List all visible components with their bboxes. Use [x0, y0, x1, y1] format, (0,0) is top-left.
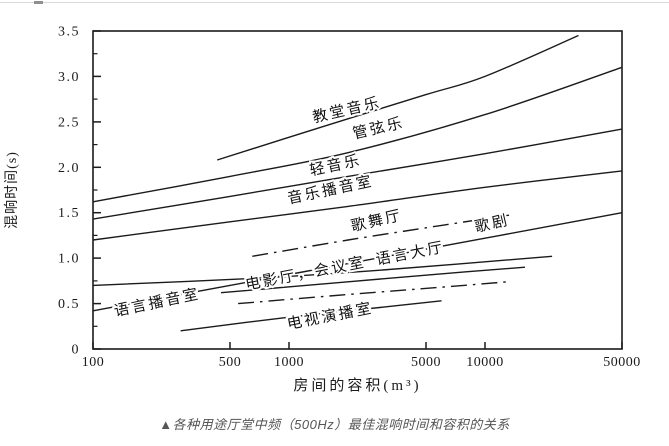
y-tick-label: 2.5 — [58, 115, 80, 130]
figure-caption: ▲各种用途厅堂中频（500Hz）最佳混响时间和容积的关系 — [159, 417, 510, 432]
curve-3 — [92, 170, 623, 241]
x-tick-label: 1000 — [274, 355, 304, 370]
curve-2 — [92, 128, 623, 220]
curve-label-6: 语言大厅 — [374, 239, 446, 269]
chart-area: 0 0.5 1.0 1.5 2.0 2.5 3.0 3.5 100 500 1000 5000 1000… — [0, 4, 669, 404]
curve-0 — [216, 34, 579, 161]
y-tick-label: 0 — [72, 343, 81, 358]
top-divider-notch — [34, 1, 43, 4]
y-tick-label: 3.5 — [58, 25, 80, 40]
curve-label-3: 音乐播音室 — [286, 173, 375, 208]
y-tick-label: 0.5 — [58, 297, 80, 312]
curve-label-4: 歌舞厅 — [349, 207, 404, 235]
curve-1 — [92, 66, 623, 203]
y-tick-label: 3.0 — [58, 70, 80, 85]
y-axis-title: 混响时间(s) — [4, 151, 20, 229]
reverberation-time-chart: 0 0.5 1.0 1.5 2.0 2.5 3.0 3.5 100 500 1000 5000 1000… — [4, 25, 641, 395]
x-tick-label: 10000 — [466, 355, 504, 370]
curve-label-7: 电影厅，会议室 — [244, 254, 368, 294]
curve-label-5: 歌剧 — [473, 212, 511, 236]
curve-label-9: 语言播音室 — [113, 285, 202, 320]
x-tick-label: 50000 — [603, 355, 641, 370]
curve-5 — [92, 212, 623, 312]
x-tick-label: 500 — [219, 355, 242, 370]
y-tick-label: 1.0 — [58, 252, 80, 267]
curve-9 — [180, 300, 442, 332]
curve-8 — [238, 281, 508, 305]
x-tick-label: 100 — [82, 355, 105, 370]
x-tick-label: 5000 — [411, 355, 441, 370]
curve-label-8: 电视演播室 — [286, 300, 375, 333]
curve-4 — [252, 213, 514, 257]
y-tick-label: 2.0 — [58, 161, 80, 176]
curve-7 — [220, 266, 526, 294]
curve-6 — [92, 255, 553, 287]
y-tick-label: 1.5 — [58, 206, 80, 221]
curve-label-1: 管弦乐 — [351, 114, 406, 142]
x-axis-title: 房间的容积(m³) — [293, 377, 421, 394]
top-divider — [0, 2, 669, 3]
